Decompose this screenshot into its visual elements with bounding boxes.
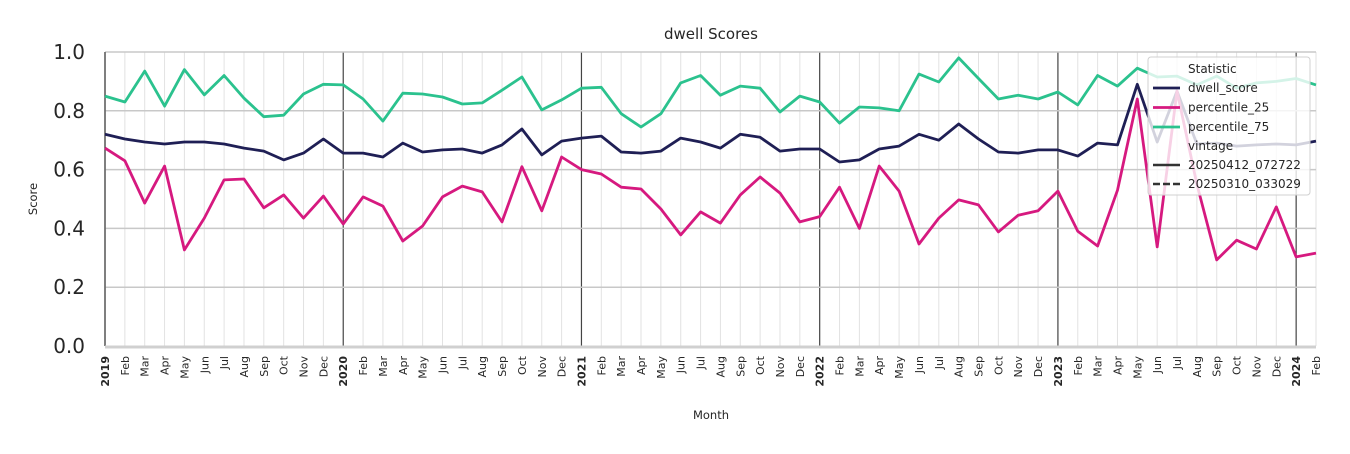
x-tick-label: Sep [496,356,509,377]
series-line-dwell-score [104,82,1317,164]
chart-title: dwell Scores [664,25,758,43]
x-tick-label: Nov [774,356,787,378]
x-tick-label: Mar [139,356,152,377]
series-lines [104,56,1317,262]
x-tick-label: 2020 [337,356,350,387]
x-tick-label: Aug [1191,356,1204,377]
legend: Statistic dwell_score percentile_25percen… [1147,56,1311,196]
legend-label-percentile-75: percentile_75 [1188,120,1269,134]
x-tick-label: Aug [238,356,251,377]
x-tick-label: Oct [1231,355,1244,375]
x-tick-label: Jun [198,356,211,374]
x-tick-label: Dec [317,356,330,377]
x-tick-label: Feb [1310,356,1323,375]
x-tick-label: Mar [615,356,628,377]
legend-subtitle: vintage [1188,139,1233,153]
x-tick-label: Oct [992,355,1005,375]
x-tick-label: May [655,356,668,379]
y-tick-label: 0.0 [53,334,85,358]
x-tick-label: Jul [456,356,469,370]
x-axis-ticks: 2019 Feb Mar Apr May Jun Jul Aug Sep Oct Nov Dec 202… [99,355,1323,386]
x-tick-label: Mar [853,356,866,377]
y-axis-label: Score [26,183,40,215]
x-tick-label: Apr [159,356,172,376]
x-tick-label: Jun [675,356,688,374]
x-tick-label: Mar [1092,356,1105,377]
x-tick-label: May [178,356,191,379]
x-tick-label: Apr [873,356,886,376]
x-tick-label: May [893,356,906,379]
y-axis-ticks: 0.0 0.2 0.4 0.6 0.8 1.0 [53,40,85,358]
x-tick-label: 2021 [575,356,588,387]
series-line-percentile-25 [104,89,1317,262]
x-tick-label: Jul [933,356,946,370]
legend-box [1147,56,1311,196]
legend-label-percentile-25: percentile_25 [1188,101,1269,115]
x-tick-label: Aug [476,356,489,377]
x-tick-label: 2022 [814,356,827,387]
x-tick-label: May [417,356,430,379]
x-tick-label: Apr [1111,356,1124,376]
series-line-percentile-75 [104,56,1317,129]
x-tick-label: Jun [1151,356,1164,374]
x-tick-label: Apr [397,356,410,376]
x-tick-label: Nov [536,356,549,378]
legend-label-vintage-0: 20250412_072722 [1188,158,1301,172]
x-tick-label: May [1131,356,1144,379]
x-tick-label: Dec [556,356,569,377]
x-tick-label: Jul [695,356,708,370]
x-tick-label: Aug [714,356,727,377]
x-tick-label: Feb [119,356,132,375]
x-tick-label: Sep [258,356,271,377]
x-tick-label: 2019 [99,356,112,387]
x-axis-label: Month [693,408,729,422]
x-tick-label: Jul [218,356,231,370]
x-tick-label: Sep [973,356,986,377]
legend-label-dwell-score: dwell_score [1188,81,1258,95]
x-tick-label: Nov [1012,356,1025,378]
y-tick-label: 1.0 [53,40,85,64]
x-tick-label: Dec [794,356,807,377]
x-tick-label: Dec [1270,356,1283,377]
x-tick-label: Jun [913,356,926,374]
x-tick-label: Jun [436,356,449,374]
legend-title: Statistic [1188,62,1237,76]
x-tick-label: Feb [834,356,847,375]
x-tick-label: Feb [1072,356,1085,375]
x-tick-label: Oct [516,355,529,375]
x-tick-label: Nov [1250,356,1263,378]
x-tick-label: Sep [734,356,747,377]
legend-label-vintage-1: 20250310_033029 [1188,177,1301,191]
x-tick-label: Dec [1032,356,1045,377]
y-tick-label: 0.2 [53,275,85,299]
x-tick-label: Aug [953,356,966,377]
x-tick-label: Sep [1211,356,1224,377]
x-tick-label: Feb [595,356,608,375]
y-tick-label: 0.8 [53,99,85,123]
x-tick-label: Feb [357,356,370,375]
x-tick-label: Mar [377,356,390,377]
x-tick-label: Oct [278,355,291,375]
x-tick-label: Nov [298,356,311,378]
x-tick-label: Jul [1171,356,1184,370]
x-tick-label: 2024 [1290,356,1303,387]
y-tick-label: 0.6 [53,158,85,182]
x-tick-label: 2023 [1052,356,1065,387]
x-tick-label: Apr [635,356,648,376]
x-tick-label: Oct [754,355,767,375]
y-tick-label: 0.4 [53,216,85,240]
